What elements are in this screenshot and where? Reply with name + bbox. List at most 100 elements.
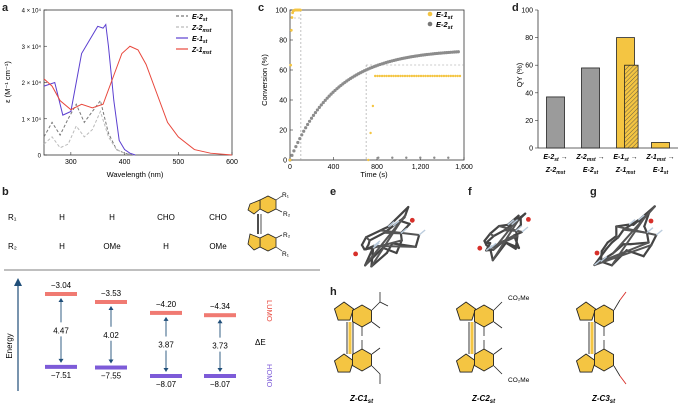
a-xtick: 500: [172, 159, 184, 166]
svg-text:R₂: R₂: [283, 211, 291, 218]
d-category-label: Z-1mst →: [645, 154, 674, 163]
c-inset-point: [403, 74, 407, 78]
r1-row-label: R₁: [8, 213, 17, 222]
c-inset-point: [424, 74, 427, 78]
compound-structure-2: [455, 301, 503, 375]
d-ytick: 40: [525, 90, 533, 97]
homo-value: −7.55: [101, 372, 122, 381]
c-point-e2: [456, 50, 460, 54]
c-point-e2: [319, 103, 323, 107]
c-point-e2: [298, 136, 302, 141]
a-legend-entry: Z-2mst: [191, 25, 212, 34]
homo-level-bar: [150, 374, 182, 378]
c-point-e2: [317, 105, 321, 109]
c-point-e1: [299, 8, 302, 12]
c-inset-point: [445, 74, 448, 78]
chart-d: 0 20 40 60 80 100 QY (%) E-2st → Z-2mst Z-2mst …: [515, 8, 678, 176]
c-point-e1: [288, 158, 292, 162]
panel-letter-g: g: [590, 186, 597, 198]
c-point-e2: [315, 108, 320, 112]
a-legend-entry: Z-1mst: [191, 47, 212, 56]
r1-value: H: [109, 213, 115, 222]
homo-level-bar: [45, 364, 77, 369]
c-inset-point: [367, 158, 370, 162]
lumo-value: −3.53: [101, 289, 122, 298]
c-inset-point: [396, 74, 400, 78]
a-legend-entry: E-2st: [192, 14, 208, 23]
r2-value: OMe: [103, 242, 121, 251]
c-inset-point: [406, 74, 409, 78]
a-series-Z-1mst: [43, 45, 233, 156]
core-structure-icon: R₁ R₂ R₂ R₁: [247, 192, 291, 258]
c-inset-point: [438, 74, 441, 78]
a-legend-entry: E-1st: [192, 36, 208, 45]
c-point-e2: [307, 119, 312, 123]
homo-value: −7.51: [51, 371, 72, 380]
c-inset-point: [387, 74, 391, 78]
homo-label: HOMO: [265, 364, 274, 387]
compound-label-3: Z-C3st: [591, 394, 616, 405]
c-point-e2: [296, 140, 300, 145]
c-inset-point: [391, 156, 394, 159]
c-ytick: 60: [279, 68, 287, 75]
a-ytick: 2 × 10⁴: [22, 80, 42, 87]
d-ylabel: QY (%): [515, 62, 524, 87]
d-ytick: 60: [525, 63, 533, 70]
homo-value: −8.07: [156, 380, 177, 389]
gap-value: 4.47: [53, 326, 69, 335]
chart-a: 0 1 × 10⁴ 2 × 10⁴ 3 × 10⁴ 4 × 10⁴ 300 400 500 60…: [3, 8, 238, 180]
compound-structure-1: [333, 292, 389, 384]
a-xtick: 300: [65, 159, 77, 166]
a-xtick: 400: [119, 159, 131, 166]
c-point-e2: [292, 149, 296, 153]
panel-letter-d: d: [512, 2, 519, 14]
c-inset-point: [447, 74, 450, 78]
chart-c: 0 20 40 60 80 100 0 400 800 1,200 1,600 Time (s) C…: [260, 8, 473, 180]
a-ylabel: ε (M⁻¹ cm⁻¹): [3, 61, 12, 103]
panel-letter-c: c: [258, 2, 265, 14]
a-xlabel: Wavelength (nm): [107, 170, 164, 179]
c-inset-point: [394, 74, 398, 78]
c-point-e2: [313, 110, 318, 115]
a-series-E-1st: [43, 23, 136, 156]
c-inset-point: [401, 74, 404, 78]
c-inset-point: [435, 74, 439, 78]
d-ytick: 20: [525, 118, 533, 125]
r1-value: CHO: [157, 213, 175, 222]
c-inset-point: [399, 74, 402, 78]
svg-text:Z-C1st: Z-C1st: [349, 394, 374, 405]
c-inset-point: [390, 74, 393, 78]
homo-value: −8.07: [210, 380, 231, 389]
c-inset-point: [422, 74, 425, 78]
a-series-E-2st: [43, 99, 136, 156]
c-inset-point: [392, 74, 395, 78]
r2-value: H: [163, 242, 169, 251]
lumo-level-bar: [204, 313, 236, 318]
d-bar: [581, 67, 600, 149]
c-xtick: 800: [371, 164, 383, 171]
svg-text:R₂: R₂: [283, 232, 291, 239]
gap-value: 3.87: [158, 340, 174, 349]
lumo-value: −4.20: [156, 300, 177, 309]
r2-value: OMe: [209, 242, 227, 251]
svg-text:Z-C3st: Z-C3st: [591, 394, 616, 405]
c-inset-point: [456, 74, 459, 78]
c-inset-point: [458, 74, 462, 78]
panel-letter-b: b: [2, 186, 9, 198]
d-category-label: E-2st →: [543, 154, 567, 163]
a-ytick: 3 × 10⁴: [22, 44, 42, 51]
co2me-label-bottom: CO₂Me: [508, 377, 530, 384]
lumo-value: −4.34: [210, 302, 231, 311]
a-ytick: 0: [38, 154, 42, 160]
c-inset-point: [412, 74, 416, 78]
c-inset-point: [410, 74, 414, 78]
c-xlabel: Time (s): [360, 170, 388, 179]
lumo-level-bar: [95, 299, 127, 304]
gap-value: 4.02: [103, 331, 119, 340]
c-inset-point: [385, 74, 388, 78]
d-bar: [651, 142, 670, 149]
c-inset-point: [378, 74, 381, 78]
c-inset-point: [449, 74, 453, 78]
c-point-e1: [289, 28, 293, 32]
c-inset-point: [408, 74, 411, 78]
